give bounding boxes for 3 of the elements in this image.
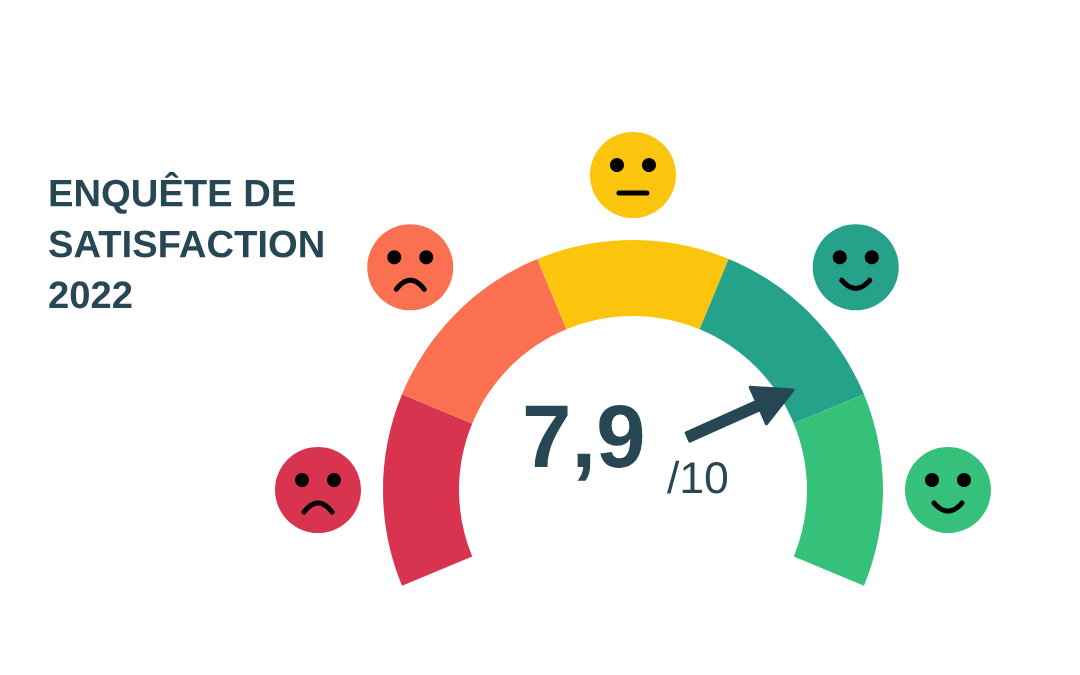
text: 7,9 — [525, 404, 643, 481]
chart-title: ENQUÊTE DE SATISFACTION 2022 — [49, 172, 323, 309]
text: /10 — [667, 460, 728, 494]
